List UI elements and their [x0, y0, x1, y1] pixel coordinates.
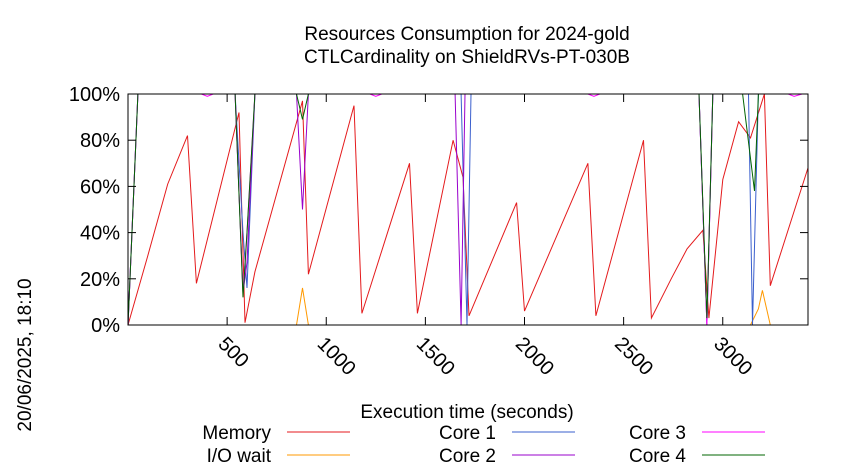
legend-label: I/O wait [207, 446, 272, 467]
plot-frame [127, 93, 809, 326]
x-axis-label: Execution time (seconds) [360, 402, 573, 423]
x-tick-label: 500 [214, 333, 253, 372]
x-tick-label: 2500 [610, 333, 657, 380]
y-tick-label: 100% [69, 84, 120, 106]
y-tick-label: 80% [80, 130, 120, 152]
y-tick-label: 0% [91, 315, 120, 337]
series-line-2 [127, 93, 808, 326]
y-tick-label: 40% [80, 223, 120, 245]
x-tick-label: 1000 [313, 333, 360, 380]
y-tick-label: 20% [80, 269, 120, 291]
chart-title-line-1: Resources Consumption for 2024-gold [304, 24, 629, 45]
legend-label: Core 1 [439, 423, 496, 444]
legend-label: Memory [202, 423, 271, 444]
x-tick-label: 1500 [412, 333, 459, 380]
chart-title-line-2: CTLCardinality on ShieldRVs-PT-030B [304, 47, 630, 68]
y-tick-label: 60% [80, 176, 120, 198]
series-line-5 [127, 93, 808, 326]
legend-label: Core 2 [439, 446, 496, 467]
x-tick-label: 2000 [511, 333, 558, 380]
legend-label: Core 3 [629, 423, 686, 444]
legend-label: Core 4 [629, 446, 686, 467]
y-axis: 0% 20% 40% 60% 80% 100% [69, 84, 808, 337]
series-line-0 [127, 93, 809, 326]
side-timestamp: 20/06/2025, 18:10 [15, 278, 36, 431]
x-tick-label: 3000 [709, 333, 756, 380]
series-lines [127, 93, 809, 326]
x-axis: 500 1000 1500 2000 2500 3000 [214, 94, 756, 380]
